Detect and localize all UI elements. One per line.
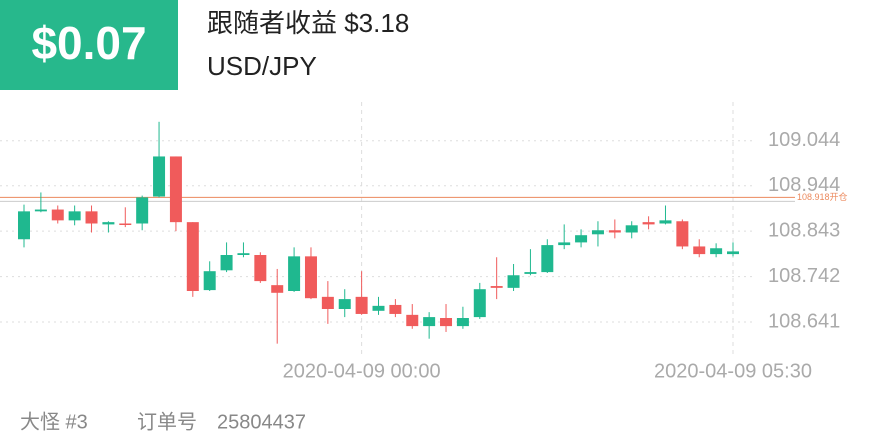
candle-body: [473, 289, 486, 318]
candle-body: [727, 251, 739, 255]
candle-body: [676, 221, 689, 247]
reference-label: 108.918开仓: [797, 191, 848, 202]
candle-body: [693, 246, 706, 255]
candle-body: [271, 285, 284, 293]
candle-body: [153, 156, 166, 197]
candle-body: [524, 272, 537, 274]
order-number: 25804437: [217, 411, 306, 433]
candle-body: [575, 235, 588, 243]
badge: [0, 0, 178, 90]
candle-body: [406, 314, 419, 327]
candle-body: [169, 156, 182, 223]
candle-body: [186, 222, 199, 291]
candle-body: [34, 209, 47, 212]
candle-body: [254, 255, 267, 282]
candle-body: [372, 305, 385, 311]
candle-body: [304, 256, 317, 299]
candle-body: [659, 220, 672, 224]
candle-body: [490, 286, 503, 288]
candle-body: [51, 209, 64, 221]
candle-body: [423, 317, 436, 327]
y-tick-label: 108.944: [768, 174, 840, 196]
candle-body: [338, 299, 351, 309]
candle-body: [203, 271, 216, 291]
x-tick-label: 2020-04-09 00:00: [283, 360, 441, 382]
candle-body: [558, 242, 571, 246]
x-tick-label: 2020-04-09 05:30: [654, 360, 812, 382]
y-tick-label: 108.843: [768, 219, 840, 241]
candle-body: [456, 318, 469, 327]
candle-body: [710, 248, 723, 255]
candle-body: [625, 225, 638, 233]
candle-body: [136, 197, 149, 224]
candle-body: [18, 211, 30, 240]
user: 大怪 #3: [20, 410, 88, 433]
candle-body: [541, 245, 554, 273]
y-tick-label: 108.742: [768, 265, 840, 287]
y-tick-label: 109.044: [768, 129, 840, 151]
symbol: USD/JPY: [207, 51, 317, 81]
candle-body: [119, 223, 132, 225]
badge-text: $0.07: [31, 17, 146, 69]
candle-body: [440, 318, 453, 327]
candle-body: [102, 222, 115, 225]
candle-body: [288, 256, 301, 291]
candle-body: [591, 230, 604, 235]
y-tick-label: 108.641: [768, 310, 840, 332]
candle-body: [608, 230, 621, 233]
candle-body: [220, 255, 233, 271]
order-label: 订单号: [137, 410, 197, 433]
candle-body: [85, 211, 98, 224]
candle-body: [389, 304, 402, 314]
candle-body: [355, 296, 368, 314]
title: 跟随者收益 $3.18: [207, 8, 409, 38]
candle-body: [68, 211, 81, 221]
candle-body: [642, 222, 655, 225]
candle-body: [237, 253, 250, 255]
candle-body: [507, 275, 520, 288]
candle-body: [321, 296, 334, 309]
